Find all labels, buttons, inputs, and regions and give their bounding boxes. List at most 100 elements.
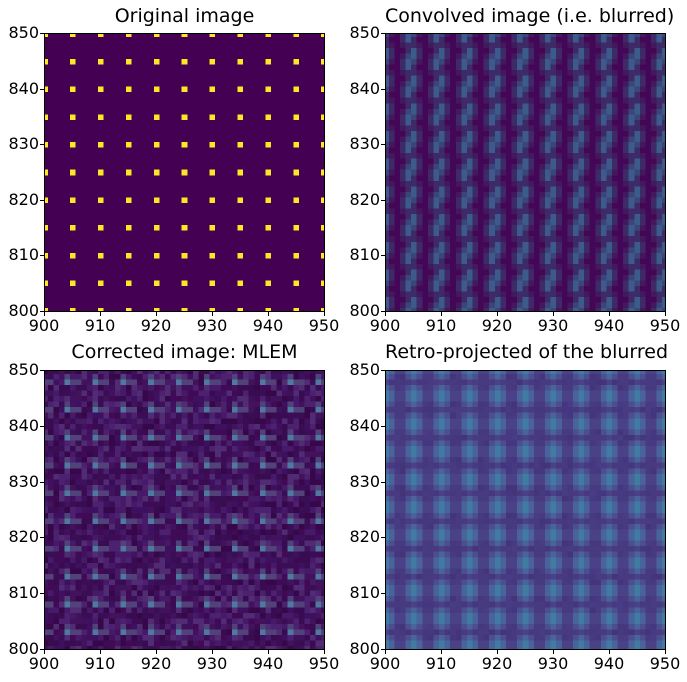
- x-tick-label: 930: [196, 316, 228, 335]
- y-tick-mark: [381, 200, 385, 201]
- y-tick-label: 810: [349, 245, 380, 264]
- axes-retro-projected-image: [385, 370, 666, 650]
- axes-original-image: [44, 33, 325, 312]
- y-tick-mark: [40, 311, 44, 312]
- x-tick-label: 900: [28, 654, 60, 673]
- y-tick-label: 840: [349, 416, 380, 435]
- x-tick-mark: [44, 312, 45, 316]
- x-tick-mark: [385, 312, 386, 316]
- x-tick-mark: [156, 650, 157, 654]
- y-tick-label: 800: [349, 301, 380, 320]
- y-tick-label: 830: [8, 472, 39, 491]
- y-tick-label: 820: [8, 190, 39, 209]
- y-tick-label: 840: [8, 416, 39, 435]
- y-tick-mark: [381, 593, 385, 594]
- y-tick-mark: [40, 482, 44, 483]
- y-tick-mark: [40, 593, 44, 594]
- x-tick-mark: [553, 312, 554, 316]
- y-tick-label: 850: [349, 23, 380, 42]
- x-tick-label: 910: [425, 654, 457, 673]
- x-tick-mark: [665, 312, 666, 316]
- x-tick-mark: [665, 650, 666, 654]
- x-tick-label: 900: [28, 316, 60, 335]
- y-tick-mark: [381, 370, 385, 371]
- x-tick-mark: [324, 650, 325, 654]
- y-tick-label: 850: [8, 23, 39, 42]
- x-tick-label: 920: [140, 316, 172, 335]
- x-tick-label: 930: [537, 654, 569, 673]
- x-tick-label: 940: [252, 654, 284, 673]
- y-tick-mark: [40, 255, 44, 256]
- y-tick-label: 850: [349, 360, 380, 379]
- x-tick-label: 910: [84, 654, 116, 673]
- y-tick-label: 830: [8, 134, 39, 153]
- x-tick-label: 920: [140, 654, 172, 673]
- y-tick-mark: [40, 144, 44, 145]
- subplot-title-mlem: Corrected image: MLEM: [71, 341, 298, 363]
- x-tick-label: 950: [649, 316, 681, 335]
- y-tick-mark: [40, 370, 44, 371]
- subplot-title-original: Original image: [114, 5, 255, 27]
- y-tick-label: 800: [349, 639, 380, 658]
- y-tick-mark: [381, 537, 385, 538]
- x-tick-label: 930: [537, 316, 569, 335]
- x-tick-label: 920: [481, 316, 513, 335]
- x-tick-mark: [385, 650, 386, 654]
- y-tick-label: 810: [8, 245, 39, 264]
- axes-mlem-corrected-image: [44, 370, 325, 650]
- axes-convolved-image: [385, 33, 666, 312]
- y-tick-label: 820: [349, 190, 380, 209]
- y-tick-label: 850: [8, 360, 39, 379]
- x-tick-mark: [44, 650, 45, 654]
- x-tick-mark: [100, 312, 101, 316]
- x-tick-mark: [497, 312, 498, 316]
- y-tick-label: 840: [8, 79, 39, 98]
- x-tick-label: 900: [369, 316, 401, 335]
- x-tick-label: 950: [308, 316, 340, 335]
- x-tick-mark: [497, 650, 498, 654]
- x-tick-label: 940: [593, 316, 625, 335]
- x-tick-mark: [324, 312, 325, 316]
- x-tick-label: 930: [196, 654, 228, 673]
- x-tick-label: 920: [481, 654, 513, 673]
- x-tick-mark: [441, 650, 442, 654]
- y-tick-mark: [40, 537, 44, 538]
- retro-projected-heatmap-image: [386, 371, 665, 649]
- x-tick-mark: [268, 312, 269, 316]
- y-tick-mark: [40, 200, 44, 201]
- y-tick-mark: [381, 255, 385, 256]
- x-tick-mark: [441, 312, 442, 316]
- y-tick-mark: [381, 311, 385, 312]
- y-tick-label: 810: [8, 583, 39, 602]
- y-tick-label: 820: [8, 527, 39, 546]
- subplot-title-convolved: Convolved image (i.e. blurred): [385, 5, 675, 27]
- y-tick-label: 800: [8, 301, 39, 320]
- y-tick-label: 810: [349, 583, 380, 602]
- y-tick-mark: [40, 89, 44, 90]
- x-tick-mark: [609, 650, 610, 654]
- x-tick-mark: [100, 650, 101, 654]
- y-tick-mark: [381, 426, 385, 427]
- y-tick-label: 830: [349, 472, 380, 491]
- y-tick-label: 820: [349, 527, 380, 546]
- x-tick-label: 940: [593, 654, 625, 673]
- y-tick-mark: [381, 649, 385, 650]
- x-tick-label: 950: [649, 654, 681, 673]
- y-tick-mark: [40, 649, 44, 650]
- x-tick-label: 910: [425, 316, 457, 335]
- x-tick-label: 940: [252, 316, 284, 335]
- x-tick-mark: [156, 312, 157, 316]
- y-tick-mark: [381, 89, 385, 90]
- y-tick-label: 840: [349, 79, 380, 98]
- x-tick-label: 950: [308, 654, 340, 673]
- original-heatmap-image: [45, 34, 324, 311]
- x-tick-mark: [268, 650, 269, 654]
- x-tick-mark: [609, 312, 610, 316]
- y-tick-label: 830: [349, 134, 380, 153]
- y-tick-mark: [381, 144, 385, 145]
- y-tick-mark: [40, 33, 44, 34]
- y-tick-label: 800: [8, 639, 39, 658]
- subplot-title-retro: Retro-projected of the blurred: [385, 341, 669, 363]
- x-tick-label: 900: [369, 654, 401, 673]
